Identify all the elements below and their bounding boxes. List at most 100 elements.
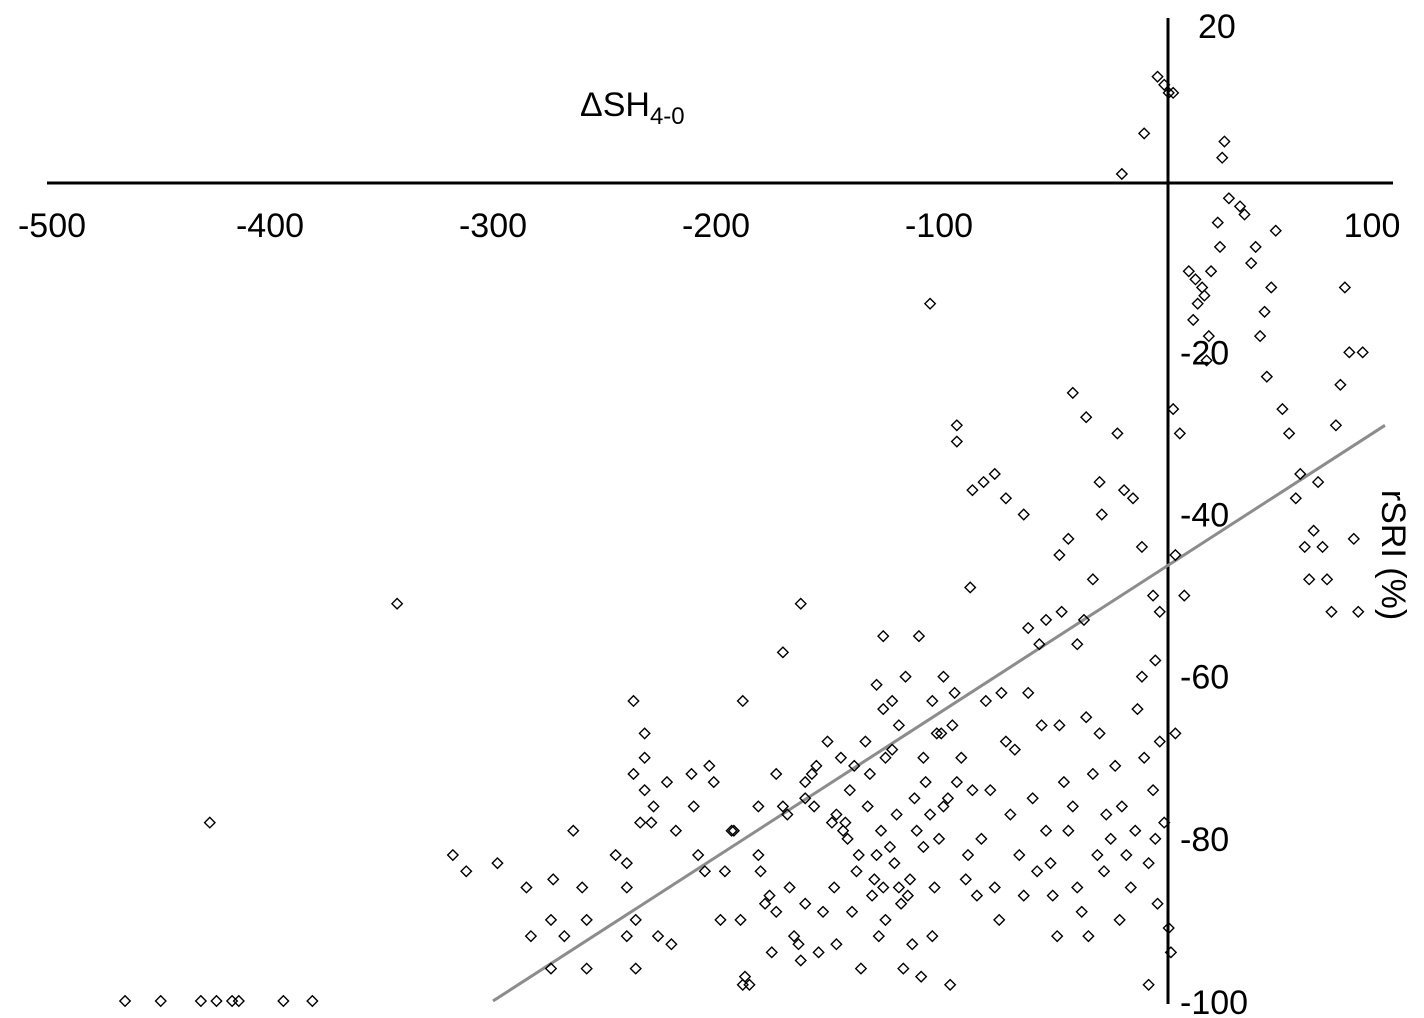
data-point — [1039, 824, 1053, 837]
data-point — [1120, 848, 1133, 862]
data-point — [1187, 313, 1200, 327]
data-point — [845, 905, 859, 918]
data-point — [794, 954, 807, 967]
data-point — [988, 467, 1001, 481]
data-point — [1216, 151, 1229, 164]
data-point — [1169, 727, 1182, 740]
data-point — [627, 767, 640, 781]
data-point — [999, 735, 1013, 748]
data-point — [892, 881, 906, 894]
data-point — [1046, 889, 1059, 902]
data-point — [633, 816, 647, 829]
data-point — [843, 783, 856, 797]
data-point — [868, 873, 881, 886]
y-tick-label: -20 — [1180, 334, 1229, 372]
data-point — [1108, 759, 1122, 773]
data-point — [890, 808, 903, 821]
data-point — [1062, 824, 1075, 837]
x-tick-label: -300 — [459, 207, 527, 245]
data-point — [1164, 946, 1178, 959]
data-point — [930, 727, 943, 740]
data-point — [1233, 200, 1247, 213]
data-point — [1086, 573, 1100, 586]
data-point — [807, 800, 821, 813]
data-point — [1146, 783, 1160, 797]
data-point — [580, 962, 593, 975]
data-point — [210, 994, 223, 1008]
data-point — [1149, 654, 1162, 667]
data-point — [1135, 540, 1149, 554]
data-point — [758, 897, 772, 910]
data-point — [799, 775, 812, 789]
data-point — [736, 694, 749, 708]
data-point — [1142, 856, 1155, 870]
data-point — [390, 597, 404, 610]
data-point — [932, 832, 946, 846]
data-point — [1245, 256, 1258, 270]
data-point — [1151, 897, 1164, 910]
data-point — [609, 848, 622, 862]
data-point — [977, 475, 990, 489]
y-tick-labels: 20 -20 -40 -60 -80 -100 — [1180, 8, 1248, 1018]
data-point — [685, 767, 698, 781]
data-point — [852, 848, 865, 862]
data-point — [743, 978, 756, 991]
data-point — [620, 929, 633, 943]
x-axis-title: ΔSH4-0 — [580, 86, 685, 130]
data-point — [899, 670, 912, 683]
data-point — [1153, 735, 1166, 748]
data-point — [446, 848, 460, 862]
data-point — [203, 816, 216, 829]
data-point — [1142, 978, 1155, 991]
data-point — [964, 581, 977, 594]
data-point — [1013, 848, 1026, 862]
data-point — [1022, 621, 1035, 635]
data-point — [1066, 386, 1079, 400]
data-point — [1158, 78, 1171, 91]
data-point — [897, 962, 910, 975]
data-point — [950, 435, 964, 448]
data-point — [917, 840, 930, 854]
data-point — [979, 694, 993, 708]
data-point — [834, 751, 848, 764]
data-point — [923, 808, 937, 821]
data-point — [629, 962, 642, 975]
data-point — [870, 678, 883, 691]
data-point — [1051, 929, 1064, 943]
data-point — [1053, 548, 1066, 562]
data-point — [727, 824, 741, 837]
data-point — [660, 775, 674, 789]
x-tick-label: 100 — [1344, 207, 1401, 245]
data-points — [118, 70, 1369, 1008]
data-point — [1057, 775, 1071, 789]
data-point — [576, 881, 589, 894]
data-point — [629, 913, 642, 927]
data-point — [524, 929, 538, 943]
data-point — [225, 994, 239, 1008]
data-point — [995, 686, 1008, 700]
data-point — [638, 751, 651, 764]
data-point — [277, 994, 290, 1008]
data-point — [1135, 670, 1149, 683]
data-point — [544, 962, 558, 975]
data-point — [647, 800, 660, 813]
data-point — [901, 889, 914, 902]
data-point — [799, 897, 812, 910]
data-point — [908, 792, 921, 805]
data-point — [1079, 411, 1093, 424]
data-point — [914, 970, 928, 983]
data-point — [1347, 532, 1360, 546]
data-point — [752, 800, 765, 813]
data-point — [799, 792, 812, 805]
data-point — [1211, 216, 1224, 229]
data-point — [1269, 224, 1282, 237]
data-point — [1298, 540, 1311, 554]
data-point — [770, 767, 783, 781]
data-point — [754, 865, 767, 878]
data-point — [154, 994, 167, 1008]
data-point — [959, 873, 972, 886]
x-tick-labels: -500 -400 -300 -200 -100 100 — [18, 207, 1400, 245]
data-point — [638, 727, 651, 740]
x-tick-label: -400 — [236, 207, 304, 245]
